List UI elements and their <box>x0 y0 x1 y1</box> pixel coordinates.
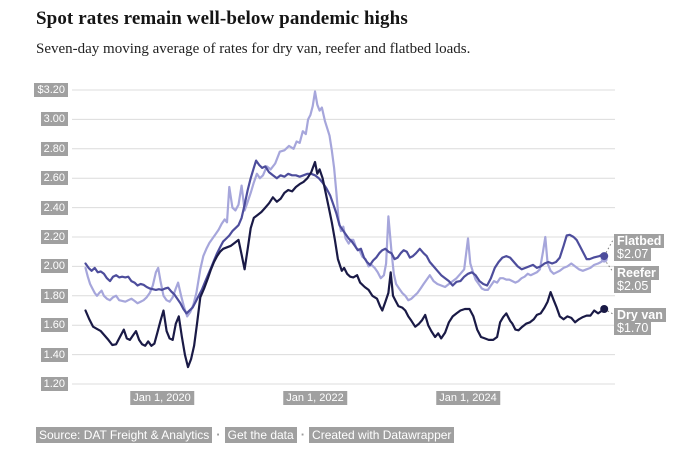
label-connector-dry-van <box>603 308 614 315</box>
chart-subtitle: Seven-day moving average of rates for dr… <box>36 41 471 57</box>
footer-separator: · <box>300 427 306 442</box>
y-axis-tick-label: 2.40 <box>40 201 68 215</box>
chart-title: Spot rates remain well-below pandemic hi… <box>36 8 408 29</box>
x-axis-tick-label: Jan 1, 2024 <box>436 391 500 405</box>
end-dot-dry-van <box>600 305 609 313</box>
y-axis-tick-label: 2.60 <box>40 171 68 185</box>
end-dot-flatbed <box>600 252 609 261</box>
line-dry-van <box>84 160 606 369</box>
datawrapper-credit-link[interactable]: Created with Datawrapper <box>309 427 455 443</box>
series-value-reefer: $2.05 <box>614 279 652 293</box>
series-label-reefer: Reefer <box>614 266 659 280</box>
series-label-flatbed: Flatbed <box>614 234 665 248</box>
series-value-flatbed: $2.07 <box>614 247 652 261</box>
series-value-dry-van: $1.70 <box>614 321 652 335</box>
y-axis-tick-label: 2.20 <box>40 230 68 244</box>
y-axis-tick-label: 2.80 <box>40 142 68 156</box>
y-axis-tick-label: 1.40 <box>40 348 68 362</box>
footer: Source: DAT Freight & Analytics · Get th… <box>36 427 455 443</box>
y-axis-tick-label: $3.20 <box>34 83 68 97</box>
footer-separator: · <box>216 427 221 442</box>
y-axis-tick-label: 1.80 <box>40 289 68 303</box>
series-label-dry-van: Dry van <box>614 308 666 322</box>
source-credit: Source: DAT Freight & Analytics <box>36 427 213 443</box>
x-axis-tick-label: Jan 1, 2022 <box>283 391 347 405</box>
line-reefer <box>84 90 606 318</box>
y-axis-tick-label: 3.00 <box>40 112 68 126</box>
x-axis-tick-label: Jan 1, 2020 <box>130 391 194 405</box>
y-axis-tick-label: 1.20 <box>40 377 68 391</box>
y-axis-tick-label: 2.00 <box>40 259 68 273</box>
line-flatbed <box>84 159 606 315</box>
y-axis-tick-label: 1.60 <box>40 318 68 332</box>
get-the-data-link[interactable]: Get the data <box>224 427 297 443</box>
label-connector-reefer <box>603 258 614 273</box>
label-connector-flatbed <box>603 239 614 257</box>
